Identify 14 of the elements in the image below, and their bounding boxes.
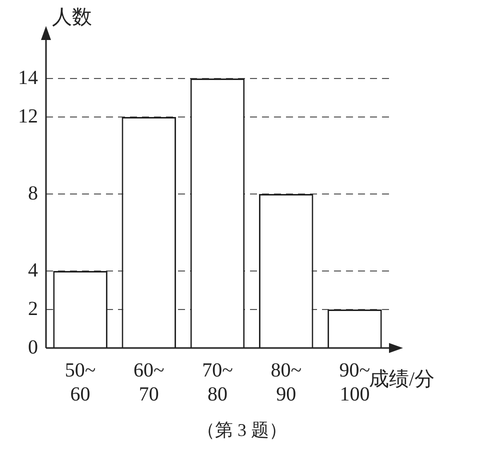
y-axis-title: 人数 <box>52 6 92 28</box>
x-tick-label: 50~ 60 <box>64 359 96 406</box>
y-tick-label: 8 <box>28 182 38 204</box>
x-tick-label: 60~ 70 <box>133 359 164 406</box>
x-tick-label: 80~ 90 <box>270 359 302 406</box>
y-tick-label: 4 <box>28 259 38 282</box>
y-tick-label: 12 <box>18 105 38 128</box>
y-tick-label: 0 <box>28 336 38 358</box>
y-tick-label: 14 <box>18 66 38 89</box>
x-axis-title: 成绩/分 <box>369 368 435 390</box>
x-tick-label: 70~ 80 <box>202 359 234 406</box>
text: （第 3 题） <box>196 419 288 442</box>
x-tick-label: 90~ 100 <box>339 359 370 406</box>
y-tick-label: 2 <box>28 298 38 320</box>
